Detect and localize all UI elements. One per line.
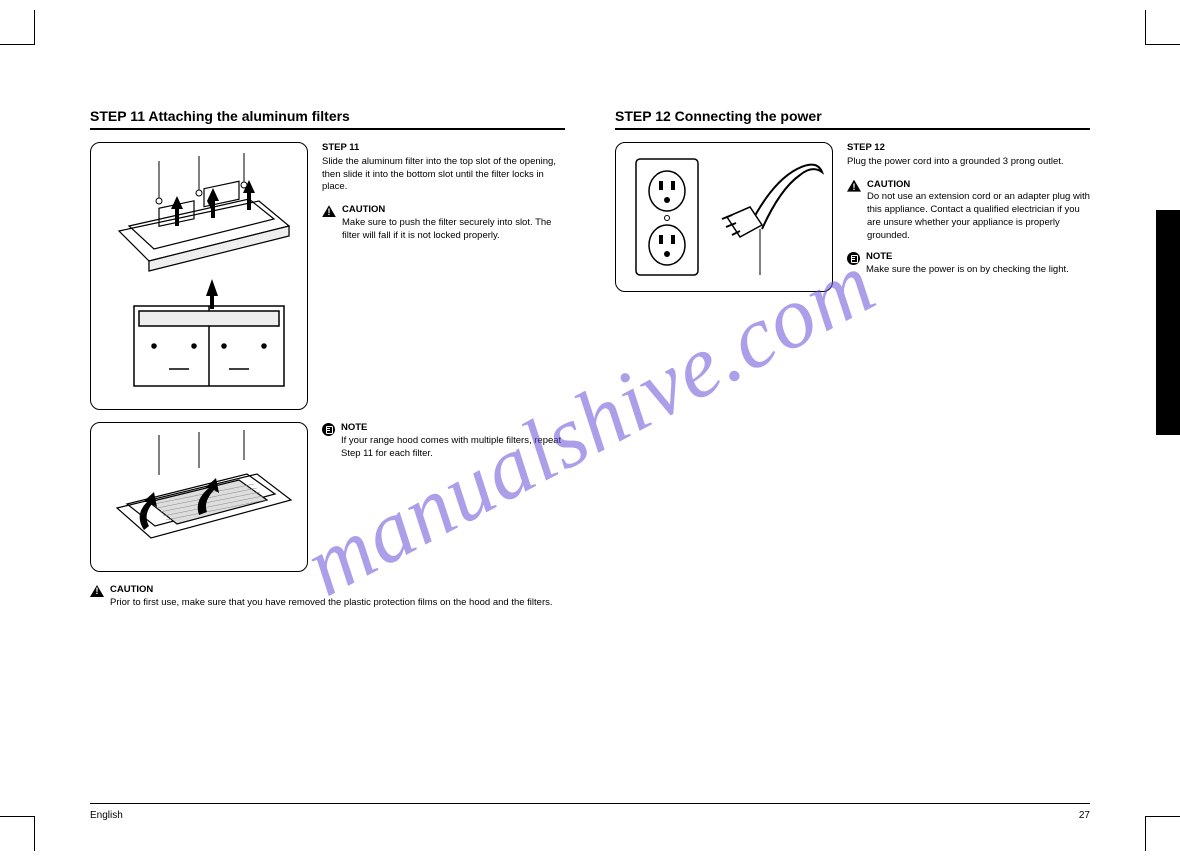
page-content: STEP 11 Attaching the aluminum filters [90,108,1090,798]
page-footer: English 27 [90,803,1090,821]
caution-label: CAUTION [110,584,153,595]
step-label: STEP 12 [847,142,1090,155]
crop-mark [1145,816,1180,817]
note-label: NOTE [866,251,892,262]
figure-caption: STEP 12 Plug the power cord into a groun… [847,142,1090,292]
caution-text: Prior to first use, make sure that you h… [110,597,553,608]
caution-icon [322,205,336,217]
crop-mark [34,10,35,45]
crop-mark [0,44,35,45]
footer-page-number: 27 [1079,810,1090,821]
step-text: Slide the aluminum filter into the top s… [322,156,556,193]
footer-language: English [90,810,123,821]
caution-block: CAUTION Prior to first use, make sure th… [110,584,553,610]
caution-icon [847,180,861,192]
figure-caption-note: NOTE If your range hood comes with multi… [322,422,565,572]
side-tab [1156,210,1180,435]
figure-caption: STEP 11 Slide the aluminum filter into t… [322,142,565,410]
note-block: NOTE Make sure the power is on by checki… [866,251,1069,277]
caution-label: CAUTION [867,179,910,190]
caution-icon [90,585,104,597]
note-text: If your range hood comes with multiple f… [341,435,561,459]
caution-text: Make sure to push the filter securely in… [342,217,551,241]
section-heading: STEP 11 Attaching the aluminum filters [90,108,565,130]
step-text: Plug the power cord into a grounded 3 pr… [847,156,1064,167]
crop-mark [1145,44,1180,45]
figure-step11-install [90,142,308,410]
caution-block: CAUTION Make sure to push the filter sec… [342,204,565,242]
note-label: NOTE [341,422,367,433]
figure-step11-filter [90,422,308,572]
note-icon [847,252,860,265]
column-right: STEP 12 Connecting the power [615,108,1090,618]
figure-step12-plug [615,142,833,292]
note-text: Make sure the power is on by checking th… [866,264,1069,275]
note-icon [322,423,335,436]
column-left: STEP 11 Attaching the aluminum filters [90,108,565,618]
caution-label: CAUTION [342,204,385,215]
crop-mark [34,816,35,851]
step-label: STEP 11 [322,142,565,155]
section-heading: STEP 12 Connecting the power [615,108,1090,130]
crop-mark [0,816,35,817]
caution-text: Do not use an extension cord or an adapt… [867,191,1090,240]
crop-mark [1145,10,1146,45]
crop-mark [1145,816,1146,851]
caution-block: CAUTION Do not use an extension cord or … [867,179,1090,243]
note-block: NOTE If your range hood comes with multi… [341,422,565,460]
